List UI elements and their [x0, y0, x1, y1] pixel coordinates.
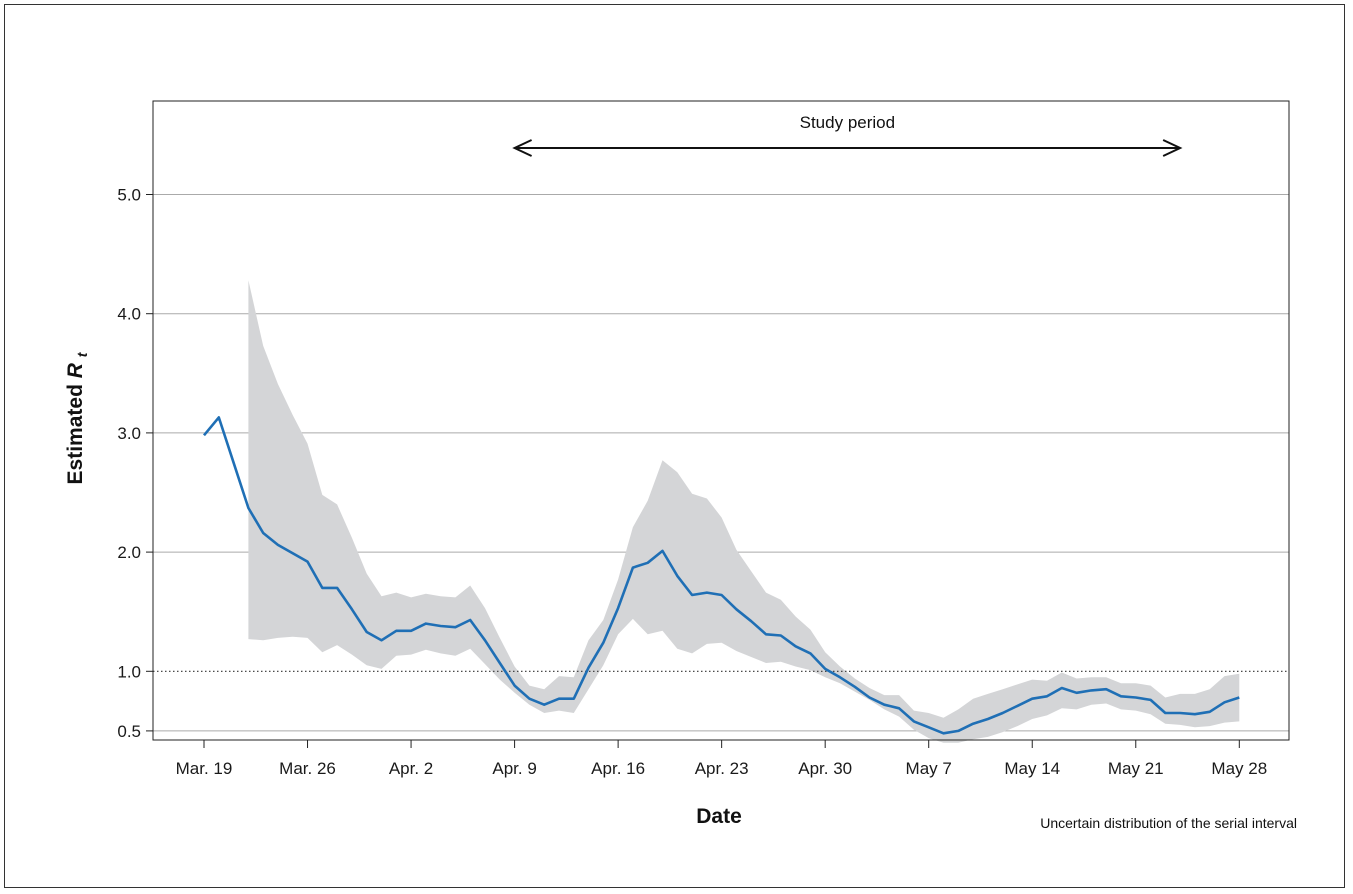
arrow-head-left	[512, 139, 533, 157]
y-tick-label-3.0: 3.0	[117, 424, 141, 443]
x-tick-label-9: May 21	[1108, 759, 1164, 778]
study-period-annotation: Study period	[512, 113, 1183, 157]
y-axis-title-subscript: t	[74, 351, 90, 357]
x-tick-label-6: Apr. 30	[798, 759, 852, 778]
x-axis-ticks: Mar. 19 Mar. 26 Apr. 2 Apr. 9 Apr. 16 Apr. 23…	[176, 740, 1267, 778]
footnote: Uncertain distribution of the serial int…	[1040, 815, 1297, 831]
arrow-head-right	[1162, 139, 1183, 157]
confidence-band	[248, 280, 1240, 743]
x-tick-label-5: Apr. 23	[695, 759, 749, 778]
x-tick-label-8: May 14	[1004, 759, 1060, 778]
x-tick-label-7: May 7	[906, 759, 952, 778]
x-tick-label-2: Apr. 2	[389, 759, 433, 778]
x-tick-label-4: Apr. 16	[591, 759, 645, 778]
x-tick-label-10: May 28	[1211, 759, 1267, 778]
plot-border	[152, 100, 1290, 741]
y-tick-label-5.0: 5.0	[117, 186, 141, 205]
y-tick-label-4.0: 4.0	[117, 305, 141, 324]
x-tick-label-0: Mar. 19	[176, 759, 233, 778]
x-tick-label-1: Mar. 26	[279, 759, 336, 778]
y-axis-title: Estimated R t	[64, 351, 90, 484]
study-period-label: Study period	[800, 113, 895, 132]
x-axis-title: Date	[696, 805, 742, 828]
y-axis-title-symbol: R	[64, 362, 87, 378]
x-tick-label-3: Apr. 9	[492, 759, 536, 778]
rt-series-line	[202, 416, 1240, 735]
y-axis-title-text: Estimated	[64, 384, 87, 484]
y-tick-label-2.0: 2.0	[117, 543, 141, 562]
y-axis-ticks: 0.5 1.0 2.0 3.0 4.0 5.0	[117, 186, 153, 741]
y-tick-label-0.5: 0.5	[117, 722, 141, 741]
y-tick-label-1.0: 1.0	[117, 662, 141, 681]
